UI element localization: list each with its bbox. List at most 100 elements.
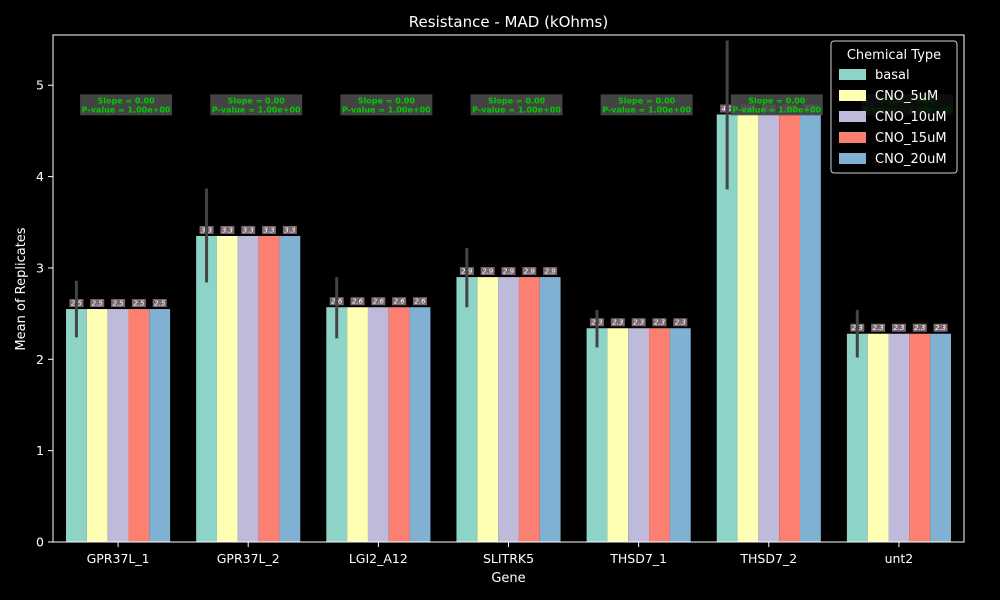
bar [326, 307, 348, 542]
bar-label-box [480, 267, 495, 276]
annotation-box [340, 94, 433, 116]
y-tick-label: 3 [36, 260, 44, 275]
chart-title: Resistance - MAD (kOhms) [409, 13, 608, 31]
bar-label: 3.3 [284, 226, 295, 234]
bar-label-box [413, 297, 428, 306]
bar [196, 235, 217, 543]
bar [66, 309, 87, 542]
bar-label-box [652, 318, 667, 327]
bar [409, 307, 431, 542]
annotation-pvalue: P-value = 1.00e+00 [472, 105, 561, 114]
legend-swatch [839, 69, 866, 80]
y-tick-label: 2 [36, 352, 44, 367]
bar-label: 2.3 [935, 324, 946, 332]
y-tick-label: 5 [36, 78, 44, 93]
annotation-box [210, 94, 303, 116]
bar [800, 114, 821, 542]
y-tick-label: 4 [36, 169, 44, 184]
bar-label: 2.6 [394, 298, 406, 306]
legend-label: CNO_5uM [875, 89, 938, 104]
bar-label-box [631, 318, 646, 327]
annotation-slope: Slope = 0.00 [488, 96, 546, 105]
bar [867, 333, 889, 542]
bar [930, 333, 951, 542]
y-tick-label: 1 [36, 443, 44, 458]
axes: 0 1 2 3 4 5 GPR37L_1 GPR37L_2 LGI2_A12 SLITRK5 THS… [36, 34, 965, 566]
x-tick-label: THSD7_2 [739, 551, 797, 566]
bar-label-box [131, 299, 146, 308]
bar-label: 2.3 [675, 319, 686, 327]
bar-label: 2.3 [612, 319, 623, 327]
annotation-pvalue: P-value = 1.00e+00 [602, 105, 691, 114]
y-axis-label: Mean of Replicates [14, 227, 29, 350]
bar-label: 2.3 [633, 319, 644, 327]
x-tick-label: THSD7_1 [609, 551, 667, 566]
bar-label-box [673, 318, 688, 327]
bar [846, 333, 868, 542]
bar-label-box [282, 225, 297, 234]
bar [758, 114, 780, 542]
x-tick-label: GPR37L_2 [217, 551, 280, 566]
bar [477, 277, 499, 542]
bar-label-box [933, 323, 948, 332]
bar-label-box [220, 225, 235, 234]
bar [518, 277, 540, 542]
bar-label-box [241, 225, 256, 234]
bar [737, 114, 759, 542]
annotation-pvalue: P-value = 1.00e+00 [342, 105, 431, 114]
legend-label: basal [875, 68, 910, 83]
bar-label: 2.9 [545, 268, 557, 276]
bar [388, 307, 410, 542]
bar [586, 328, 608, 542]
annotation-slope: Slope = 0.00 [97, 96, 155, 105]
bar-label-box [371, 297, 386, 306]
plot-area: 2.53.32.62.92.34.72.32.53.32.62.92.34.72… [66, 40, 951, 543]
bar [128, 309, 150, 542]
bar [498, 277, 519, 542]
annotation-slope: Slope = 0.00 [618, 96, 676, 105]
bar [86, 309, 108, 542]
bar-label-box [543, 267, 558, 276]
bar-label-box [392, 297, 407, 306]
bar-label-box [871, 323, 886, 332]
bar-label: 3.3 [243, 226, 254, 234]
legend-label: CNO_10uM [875, 110, 947, 125]
annotation-slope: Slope = 0.00 [748, 96, 806, 105]
bar [716, 114, 738, 542]
bar-label: 2.3 [914, 324, 925, 332]
bar [107, 309, 129, 542]
bar [149, 309, 171, 542]
legend-swatch [839, 132, 866, 143]
bar-label: 2.9 [482, 268, 494, 276]
bar-label: 2.5 [92, 300, 104, 308]
bar [347, 307, 368, 542]
annotation-pvalue: P-value = 1.00e+00 [82, 105, 171, 114]
annotation-box [600, 94, 693, 116]
bar-label: 2.9 [503, 268, 515, 276]
annotation-pvalue: P-value = 1.00e+00 [212, 105, 301, 114]
legend-swatch [839, 90, 866, 101]
bar-label: 2.5 [133, 300, 145, 308]
bar [237, 235, 259, 543]
bar [779, 114, 801, 542]
bar-label: 2.5 [113, 300, 125, 308]
annotation-box [470, 94, 563, 116]
legend-label: CNO_15uM [875, 131, 947, 146]
x-axis-label: Gene [491, 571, 525, 586]
bar [456, 277, 478, 542]
legend-label: CNO_20uM [875, 152, 947, 167]
bar [628, 328, 650, 542]
legend-title: Chemical Type [847, 48, 941, 63]
bar-label: 2.3 [893, 324, 904, 332]
bar-label-box [350, 297, 365, 306]
bar [607, 328, 629, 542]
bar [649, 328, 670, 542]
bar-label: 3.3 [222, 226, 233, 234]
bar-label: 2.3 [654, 319, 665, 327]
bar-label: 2.6 [352, 298, 364, 306]
bar-label-box [912, 323, 927, 332]
x-tick-label: unt2 [885, 551, 914, 566]
bar [367, 307, 389, 542]
bar-label-box [891, 323, 906, 332]
legend-swatch [839, 111, 866, 122]
